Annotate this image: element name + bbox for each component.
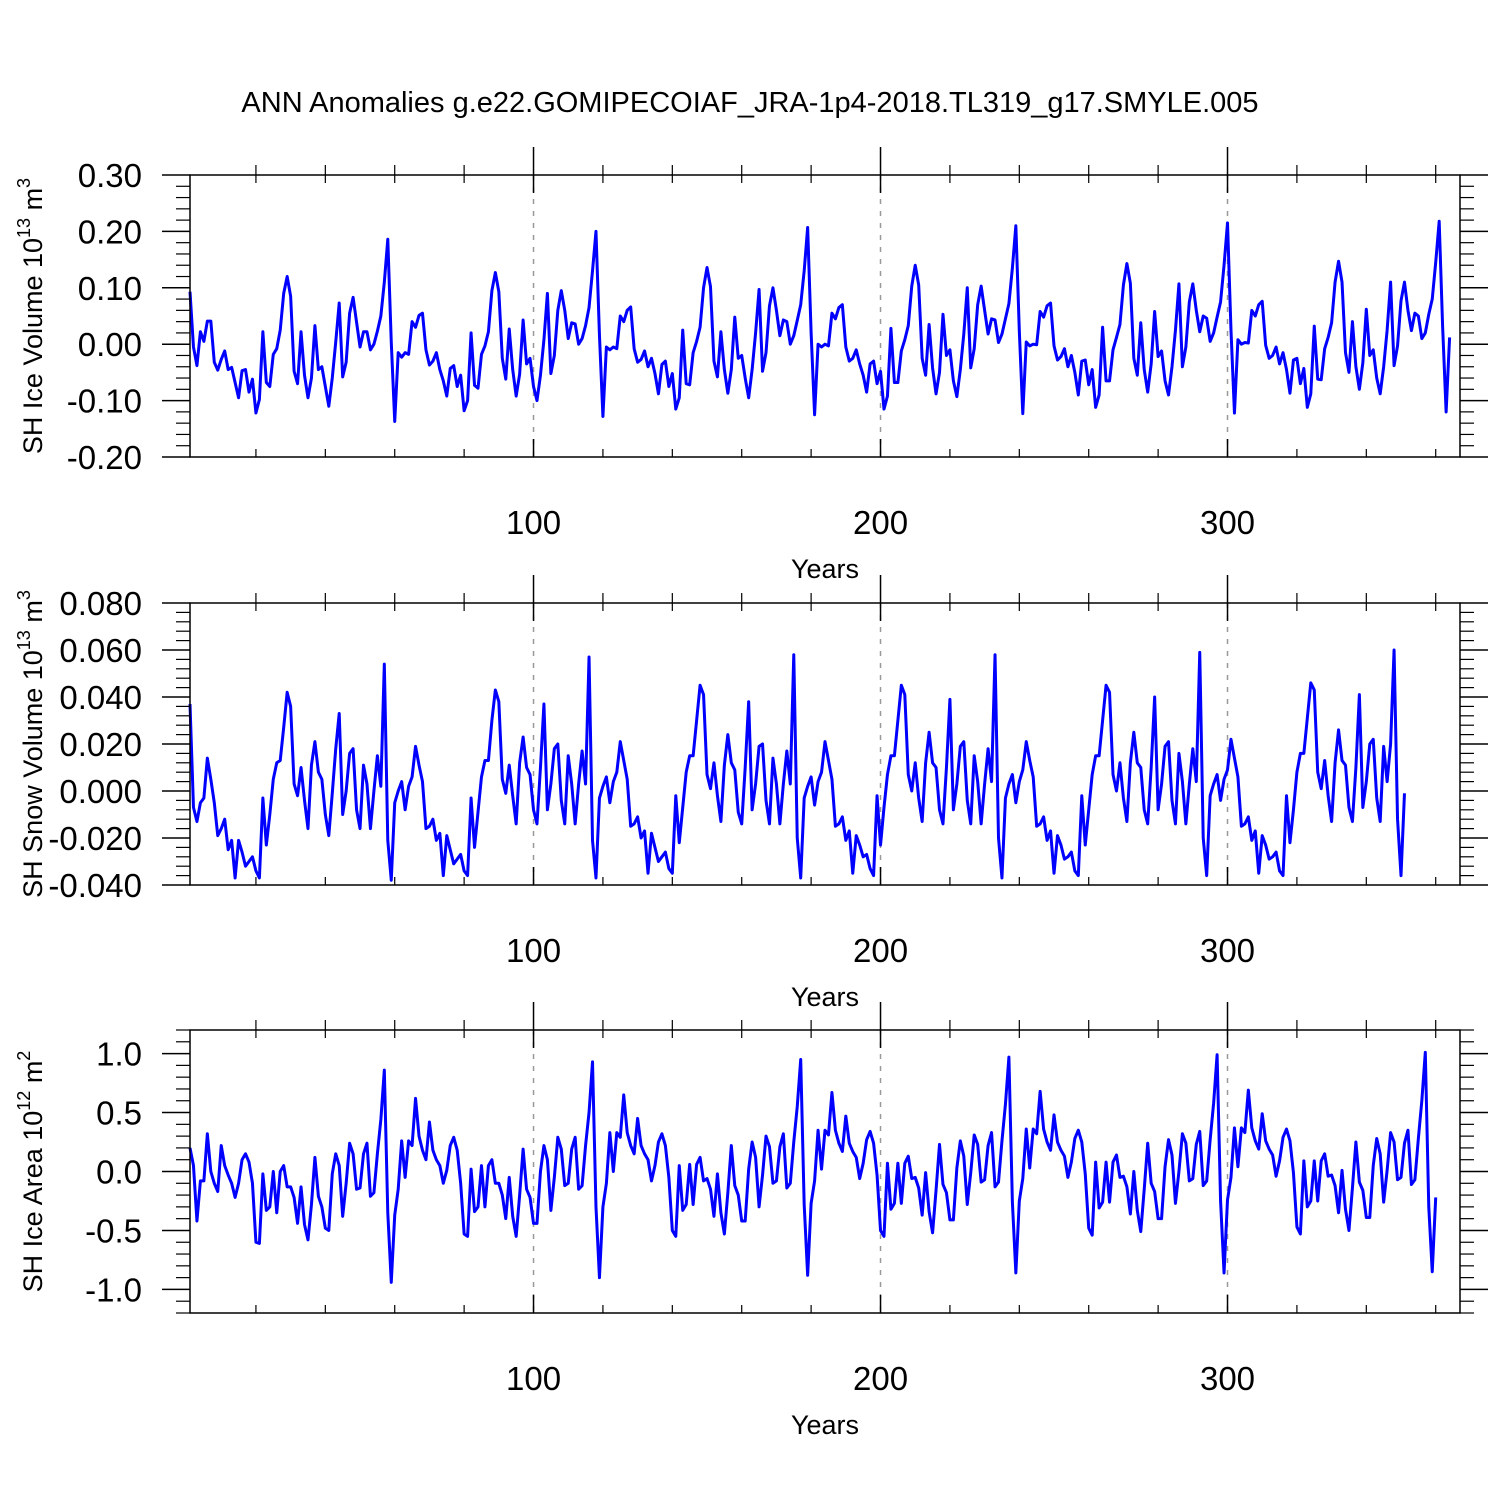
snow-volume-ytick-label: 0.020 [59, 726, 142, 763]
snow-volume-ytick-label: 0.000 [59, 773, 142, 810]
panel-ice-area: 100 200 300 -1.0 -0.5 0.0 0.5 1.0 Years SH Ice Ar… [14, 1002, 1488, 1440]
snow-volume-ytick-label: 0.060 [59, 632, 142, 669]
ice-area-xtick-label: 300 [1200, 1360, 1255, 1397]
snow-volume-xtick-label: 300 [1200, 932, 1255, 969]
snow-volume-ylabel: SH Snow Volume 1013 m3 [14, 590, 48, 898]
ice-volume-ytick-label: 0.20 [78, 213, 142, 250]
ice-area-ytick-label: 1.0 [96, 1036, 142, 1073]
snow-volume-series-line [188, 648, 1406, 882]
ice-volume-ylabel: SH Ice Volume 1013 m3 [14, 178, 48, 454]
ice-area-xtick-label: 200 [853, 1360, 908, 1397]
ice-volume-ytick-label: -0.20 [67, 439, 142, 476]
ice-volume-xlabel: Years [791, 554, 859, 584]
panel-ice-volume: 100 200 300 -0.20 -0.10 0.00 0.10 0.20 0.30 Years… [14, 147, 1488, 584]
snow-volume-xtick-label: 100 [506, 932, 561, 969]
snow-volume-ytick-label: -0.020 [48, 820, 142, 857]
snow-volume-ytick-label: 0.040 [59, 679, 142, 716]
figure-title: ANN Anomalies g.e22.GOMIPECOIAF_JRA-1p4-… [241, 87, 1258, 119]
ice-volume-ytick-label: 0.00 [78, 326, 142, 363]
ice-volume-plot-frame [189, 174, 1461, 458]
ice-volume-xtick-label: 200 [853, 504, 908, 541]
snow-volume-ytick-label: -0.040 [48, 867, 142, 904]
ice-volume-ytick-label: 0.30 [78, 157, 142, 194]
snow-volume-xlabel: Years [791, 982, 859, 1012]
ice-area-ytick-label: -1.0 [85, 1271, 142, 1308]
ice-area-ytick-label: -0.5 [85, 1212, 142, 1249]
panel-snow-volume: 100 200 300 -0.040 -0.020 0.000 0.020 0.040 0.06… [14, 575, 1488, 1012]
ice-area-series-line [188, 1050, 1438, 1284]
ice-area-ytick-label: 0.5 [96, 1095, 142, 1132]
ice-area-ylabel: SH Ice Area 1012 m2 [14, 1051, 48, 1293]
ice-volume-xtick-label: 100 [506, 504, 561, 541]
ice-area-ytick-label: 0.0 [96, 1154, 142, 1191]
ice-area-xlabel: Years [791, 1410, 859, 1440]
snow-volume-xtick-label: 200 [853, 932, 908, 969]
ice-volume-ytick-label: -0.10 [67, 383, 142, 420]
ice-volume-series-line [188, 219, 1452, 423]
snow-volume-ytick-label: 0.080 [59, 585, 142, 622]
ice-area-xtick-label: 100 [506, 1360, 561, 1397]
ice-area-plot-frame [189, 1029, 1461, 1314]
ice-volume-xtick-label: 300 [1200, 504, 1255, 541]
ice-volume-ytick-label: 0.10 [78, 270, 142, 307]
